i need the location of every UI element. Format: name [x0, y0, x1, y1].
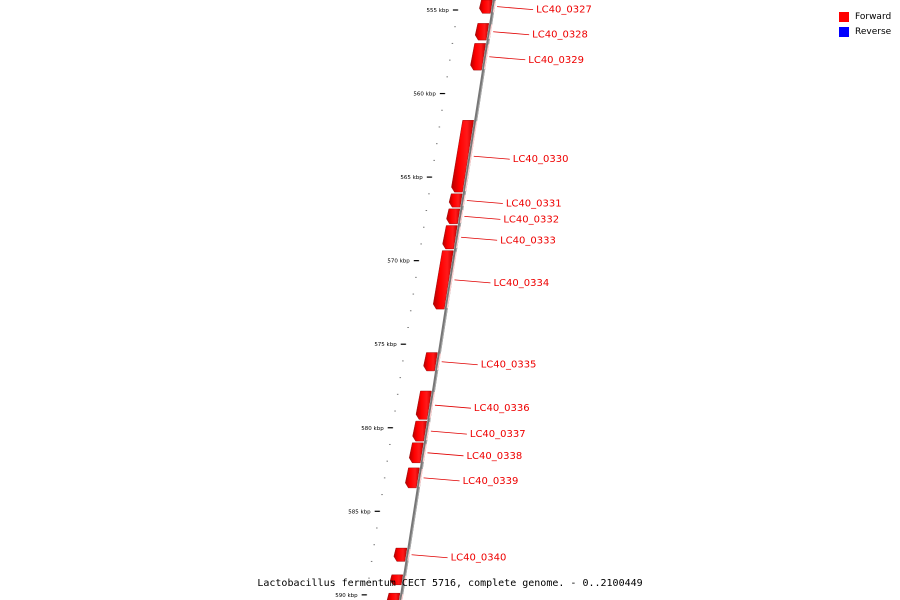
gene-arrow[interactable]: [446, 208, 461, 225]
backbone-line: [399, 0, 496, 600]
map-caption: Lactobacillus fermentum CECT 5716, compl…: [0, 578, 900, 589]
gene-label-leader: [493, 31, 530, 36]
tick-label: 565 kbp: [400, 175, 423, 181]
gene-label[interactable]: LC40_0337: [470, 429, 526, 440]
reverse-swatch-icon: [839, 26, 849, 37]
gene-shade: [422, 443, 427, 462]
gene-label-leader: [441, 361, 478, 366]
gene-label[interactable]: LC40_0334: [493, 278, 549, 289]
tick-label: 590 kbp: [335, 593, 358, 599]
tick-label: 560 kbp: [413, 92, 436, 98]
legend-forward-label: Forward: [855, 11, 892, 22]
gene-shade: [401, 594, 404, 600]
gene-arrow[interactable]: [433, 250, 454, 310]
gene-label-leader: [430, 430, 467, 435]
gene-shade: [492, 0, 497, 13]
gene-label-leader: [423, 477, 460, 482]
tick-label: 575 kbp: [374, 342, 397, 348]
caption-text: Lactobacillus fermentum CECT 5716, compl…: [257, 578, 643, 589]
gene-label[interactable]: LC40_0328: [532, 30, 588, 41]
gene-label-leader: [411, 554, 448, 559]
gene-shade: [418, 468, 424, 488]
gene-arrow[interactable]: [409, 442, 424, 464]
gene-shade: [483, 44, 490, 70]
gene-label[interactable]: LC40_0340: [451, 553, 507, 564]
legend-reverse-label: Reverse: [855, 26, 892, 37]
gene-arrow[interactable]: [412, 420, 427, 442]
gene-label[interactable]: LC40_0329: [528, 55, 584, 66]
gene-shade: [462, 194, 466, 207]
gene-label[interactable]: LC40_0327: [536, 5, 592, 16]
gene-label-leader: [464, 215, 501, 220]
legend-forward: Forward: [839, 9, 891, 24]
gene-label-leader: [466, 200, 503, 204]
gene-arrow[interactable]: [423, 352, 438, 372]
gene-arrow[interactable]: [386, 592, 401, 600]
gene-shade: [464, 121, 478, 192]
gene-arrow[interactable]: [442, 225, 458, 250]
gene-shade: [403, 575, 407, 584]
gene-label-leader: [489, 56, 526, 61]
gene-label-leader: [473, 155, 510, 160]
gene-shade: [456, 226, 461, 249]
gene-label[interactable]: LC40_0331: [506, 198, 562, 209]
gene-shade: [426, 421, 431, 441]
gene-label-leader: [454, 279, 491, 284]
legend-reverse: Reverse: [839, 24, 891, 39]
gene-label[interactable]: LC40_0336: [474, 403, 530, 414]
gene-label-leader: [497, 6, 534, 11]
tick-label: 570 kbp: [387, 259, 410, 265]
gene-label[interactable]: LC40_0339: [463, 476, 519, 487]
gene-shade: [459, 209, 464, 223]
gene-label-leader: [427, 452, 464, 457]
gene-label[interactable]: LC40_0338: [466, 451, 522, 462]
gene-shade: [446, 251, 457, 309]
gene-label[interactable]: LC40_0333: [500, 235, 556, 246]
gene-arrow[interactable]: [474, 23, 490, 41]
gene-arrow[interactable]: [448, 193, 463, 208]
gene-shade: [436, 353, 442, 371]
gene-label[interactable]: LC40_0332: [503, 214, 559, 225]
gene-label-leader: [434, 404, 471, 409]
gene-shade: [407, 548, 411, 561]
gene-arrow[interactable]: [389, 574, 404, 586]
gene-label[interactable]: LC40_0335: [481, 360, 537, 371]
gene-label-leader: [461, 236, 498, 241]
gene-arrow[interactable]: [415, 390, 432, 420]
gene-shade: [429, 391, 436, 419]
forward-swatch-icon: [839, 11, 849, 22]
legend: Forward Reverse: [839, 9, 891, 39]
gene-shade: [488, 24, 493, 40]
tick-label: 580 kbp: [361, 426, 384, 432]
tick-label: 585 kbp: [348, 509, 371, 515]
gene-arrow[interactable]: [451, 120, 474, 193]
gene-arrow[interactable]: [393, 547, 408, 562]
gene-label[interactable]: LC40_0330: [513, 154, 569, 165]
gene-arrow[interactable]: [470, 43, 486, 71]
gene-arrow[interactable]: [479, 0, 493, 14]
tick-label: 555 kbp: [426, 8, 449, 14]
gene-arrow[interactable]: [405, 467, 420, 489]
